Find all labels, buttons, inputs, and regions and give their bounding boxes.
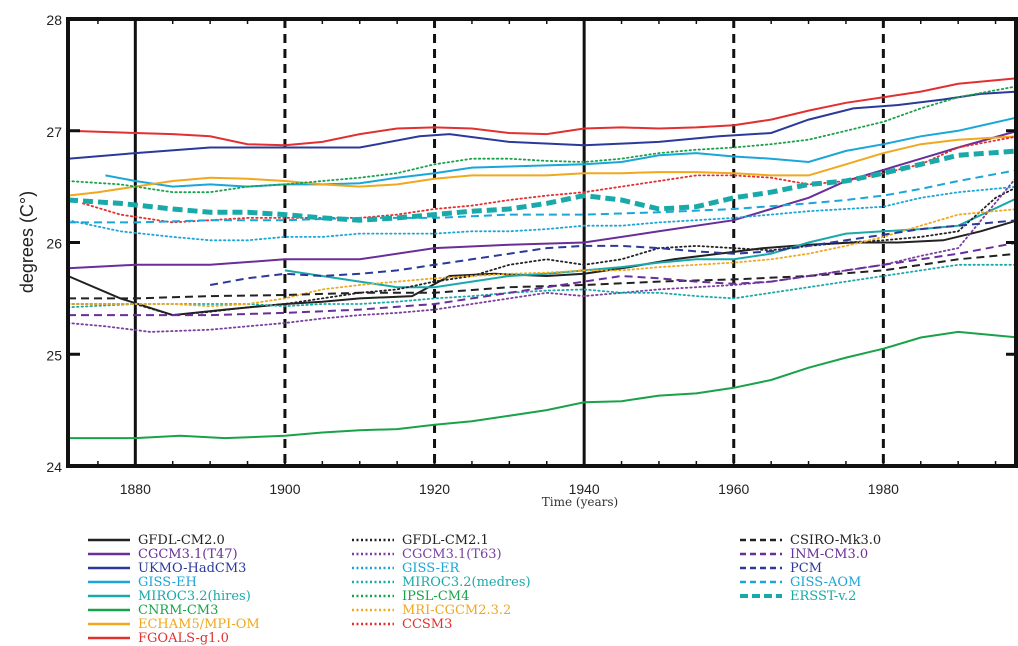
legend-label: PCM [790,561,822,576]
legend-label: CCSM3 [402,617,452,632]
series-line-7 [67,77,1018,147]
y-tick-label: 27 [46,124,62,140]
series-line-1 [67,129,1018,270]
legend: GFDL-CM2.0CGCM3.1(T47)UKMO-HadCM3GISS-EH… [88,533,881,646]
series-line-2 [67,90,1018,160]
series-line-14 [82,135,1018,224]
series-line-5 [68,330,1018,440]
y-tick-label: 28 [46,12,62,28]
series-line-0 [67,219,1018,317]
series-line-3 [105,116,1018,188]
legend-label: MIROC3.2(hires) [138,589,251,604]
series-line-8 [67,185,1018,317]
legend-label: CNRM-CM3 [138,603,218,618]
y-tick-label: 24 [46,459,62,475]
x-tick-label: 1980 [868,481,899,497]
series-line-10 [67,185,1018,242]
grid-lines [133,19,885,466]
legend-label: GISS-AOM [790,575,861,590]
legend-label: GISS-EH [138,575,197,590]
series-line-13 [67,208,1018,308]
legend-label: FGOALS-g1.0 [138,631,229,646]
y-tick-label: 25 [46,347,62,363]
legend-label: GISS-ER [402,561,460,576]
legend-label: INM-CM3.0 [790,547,868,562]
legend-label: GFDL-CM2.1 [402,533,489,548]
axis-ticks: 1880 1900 1920 1940 1960 1980 24 25 26 27 28 [46,12,1018,497]
series-line-9 [67,174,1018,333]
legend-label: CGCM3.1(T63) [402,547,502,562]
series-line-17 [209,219,1018,286]
legend-label: ECHAM5/MPI-OM [138,617,260,632]
series-line-12 [67,85,1018,194]
series-line-6 [67,135,1018,197]
x-tick-label: 1920 [419,481,450,497]
x-tick-label: 1940 [569,481,600,497]
legend-label: MIROC3.2(medres) [402,575,531,590]
y-axis-label: degrees (C°) [17,191,37,293]
legend-label: GFDL-CM2.0 [138,533,225,548]
legend-label: CSIRO-Mk3.0 [790,533,881,548]
series-line-18 [68,168,1018,224]
legend-label: IPSL-CM4 [402,589,469,604]
series-lines [67,77,1018,440]
legend-label: UKMO-HadCM3 [138,561,246,576]
x-tick-label: 1900 [269,481,300,497]
legend-label: CGCM3.1(T47) [138,547,238,562]
x-tick-label: 1960 [718,481,749,497]
x-tick-label: 1880 [120,481,151,497]
y-tick-label: 26 [46,236,62,252]
series-line-19 [67,148,1018,223]
series-line-16 [68,241,1018,317]
x-axis-label: Time (years) [542,495,618,509]
legend-label: ERSST-v.2 [790,589,856,604]
legend-label: MRI-CGCM2.3.2 [402,603,511,618]
